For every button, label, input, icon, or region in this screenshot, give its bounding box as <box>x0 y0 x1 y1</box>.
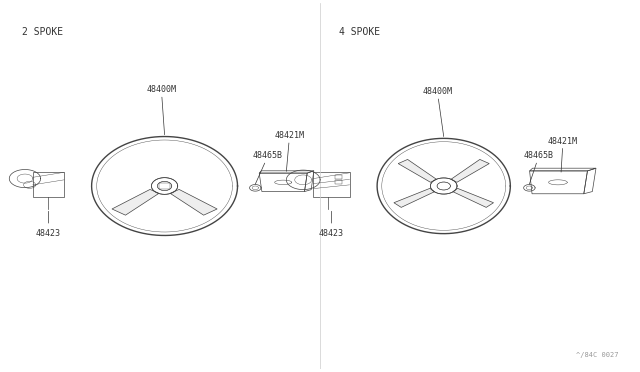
Text: 4 SPOKE: 4 SPOKE <box>339 26 380 36</box>
Text: 2 SPOKE: 2 SPOKE <box>22 26 63 36</box>
Polygon shape <box>451 160 489 182</box>
Text: 48400M: 48400M <box>147 86 177 135</box>
Text: ^/84C 0027: ^/84C 0027 <box>576 352 618 358</box>
Polygon shape <box>394 188 435 207</box>
Text: 48465B: 48465B <box>524 151 554 184</box>
Text: 48421M: 48421M <box>548 137 578 172</box>
Bar <box>335 175 342 179</box>
Bar <box>159 183 170 189</box>
Text: 48423: 48423 <box>36 211 61 238</box>
Polygon shape <box>398 160 436 182</box>
Polygon shape <box>170 189 217 215</box>
Text: 48421M: 48421M <box>275 131 305 171</box>
Text: 48400M: 48400M <box>422 87 452 137</box>
Polygon shape <box>453 188 493 207</box>
Bar <box>335 180 342 184</box>
Text: 48423: 48423 <box>319 211 344 238</box>
Text: 48465B: 48465B <box>253 151 283 184</box>
Polygon shape <box>112 189 159 215</box>
